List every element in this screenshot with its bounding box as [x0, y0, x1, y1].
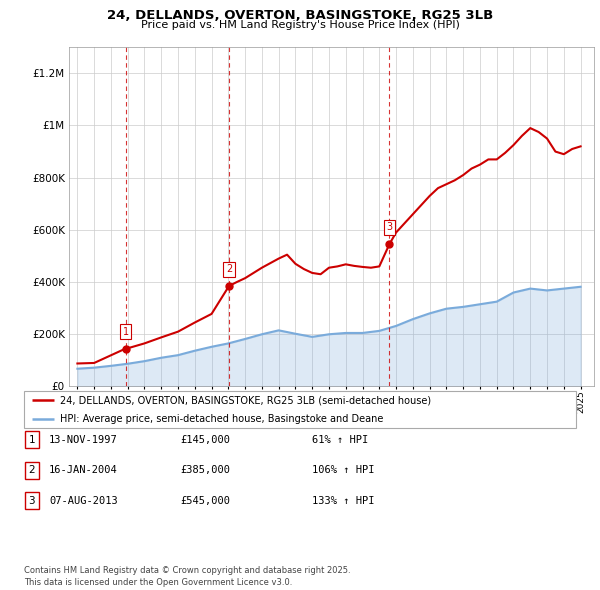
Text: 13-NOV-1997: 13-NOV-1997: [49, 435, 118, 444]
Text: £545,000: £545,000: [180, 496, 230, 506]
Text: 2: 2: [28, 466, 35, 475]
Text: Price paid vs. HM Land Registry's House Price Index (HPI): Price paid vs. HM Land Registry's House …: [140, 20, 460, 30]
Text: 3: 3: [28, 496, 35, 506]
Text: 1: 1: [122, 327, 128, 337]
Text: 3: 3: [386, 222, 392, 232]
Text: 106% ↑ HPI: 106% ↑ HPI: [312, 466, 374, 475]
Text: 16-JAN-2004: 16-JAN-2004: [49, 466, 118, 475]
Text: Contains HM Land Registry data © Crown copyright and database right 2025.
This d: Contains HM Land Registry data © Crown c…: [24, 566, 350, 587]
Text: HPI: Average price, semi-detached house, Basingstoke and Deane: HPI: Average price, semi-detached house,…: [60, 414, 383, 424]
Text: 1: 1: [28, 435, 35, 444]
Text: £145,000: £145,000: [180, 435, 230, 444]
Text: 61% ↑ HPI: 61% ↑ HPI: [312, 435, 368, 444]
Text: 24, DELLANDS, OVERTON, BASINGSTOKE, RG25 3LB (semi-detached house): 24, DELLANDS, OVERTON, BASINGSTOKE, RG25…: [60, 395, 431, 405]
Text: 133% ↑ HPI: 133% ↑ HPI: [312, 496, 374, 506]
Text: 24, DELLANDS, OVERTON, BASINGSTOKE, RG25 3LB: 24, DELLANDS, OVERTON, BASINGSTOKE, RG25…: [107, 9, 493, 22]
Text: £385,000: £385,000: [180, 466, 230, 475]
Text: 07-AUG-2013: 07-AUG-2013: [49, 496, 118, 506]
Text: 2: 2: [226, 264, 232, 274]
